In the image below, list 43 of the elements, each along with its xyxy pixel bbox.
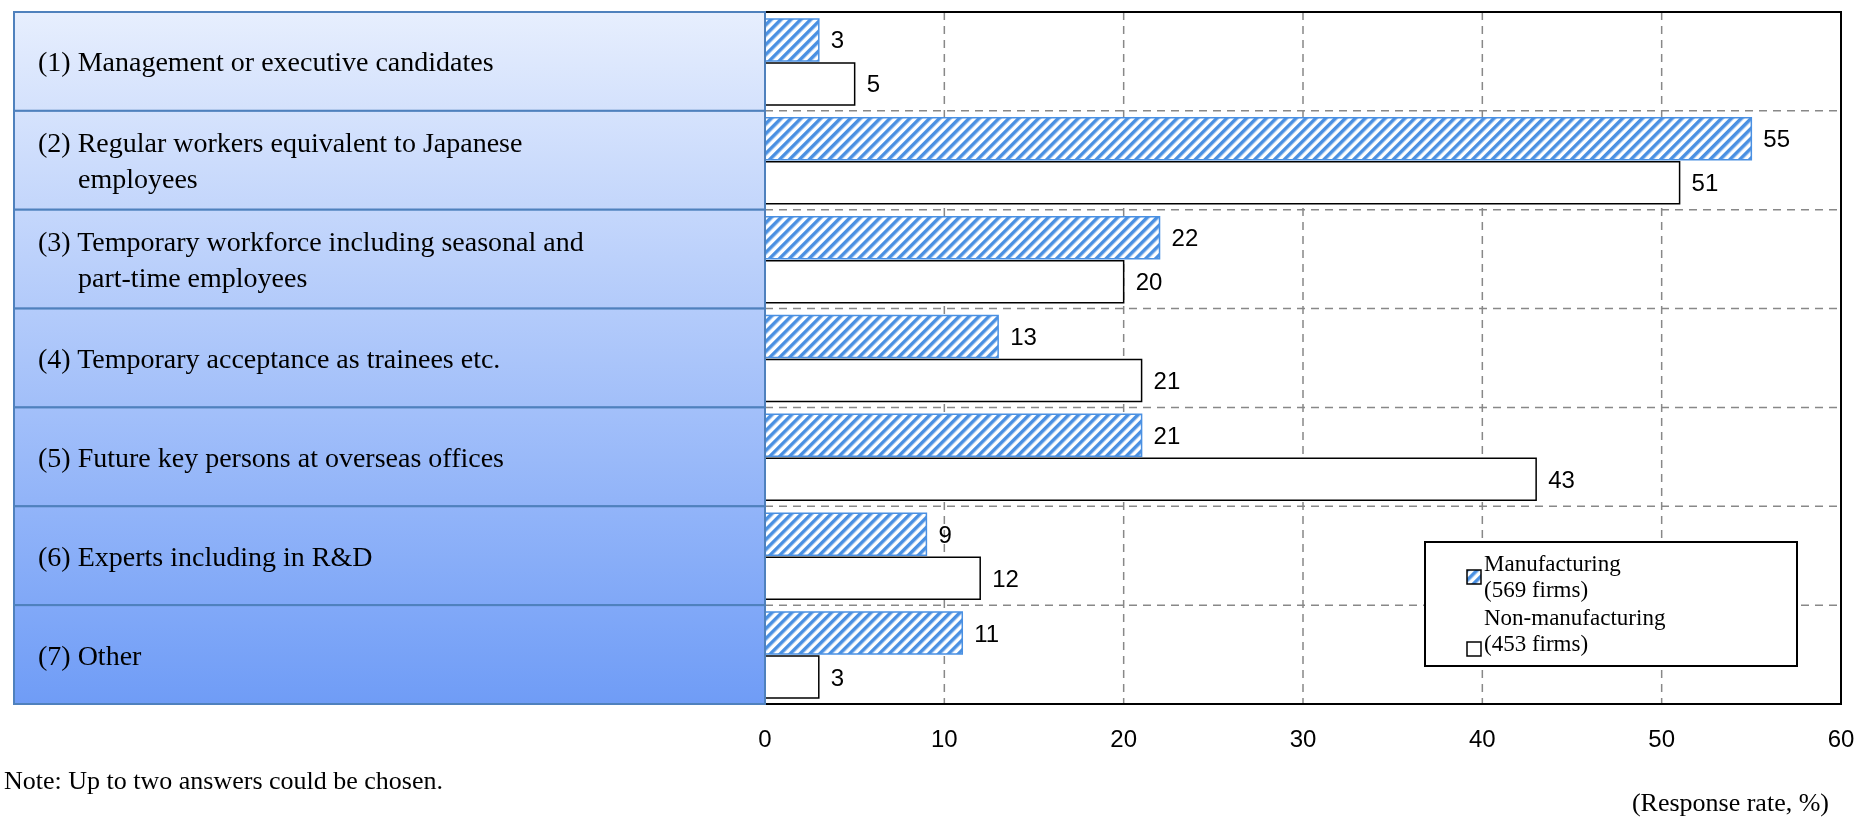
data-label: 12 [992, 564, 1019, 592]
bar [765, 215, 1161, 260]
x-tick-label: 50 [1648, 725, 1676, 753]
data-label: 5 [866, 70, 881, 98]
y-tick-label: (2) Regular workers equivalent to Japanese employees [38, 126, 523, 194]
x-tick-label: 0 [758, 725, 772, 753]
bar [765, 512, 928, 556]
legend-label: Manufacturing (569 firms) [1484, 551, 1621, 603]
x-tick-label: 60 [1827, 725, 1855, 753]
y-tick-label: (5) Future key persons at overseas offices [38, 441, 505, 473]
y-tick-label: (3) Temporary workforce including seasonal and part-time employees [38, 225, 584, 293]
bar [765, 556, 981, 600]
x-tick-label: 30 [1289, 725, 1317, 753]
data-label: 13 [1010, 323, 1037, 351]
data-label: 9 [938, 520, 952, 548]
bar [765, 18, 820, 62]
data-label: 22 [1171, 224, 1199, 252]
y-tick-label: (6) Experts including in R&D [38, 540, 373, 572]
bar [765, 611, 964, 655]
bar [765, 62, 856, 106]
data-label: 3 [830, 26, 845, 54]
data-label: 20 [1135, 268, 1163, 296]
data-label: 21 [1153, 421, 1181, 449]
x-axis-title: (Response rate, %) [1631, 788, 1829, 818]
data-label: 11 [974, 619, 1000, 647]
data-label: 3 [830, 663, 845, 691]
data-label: 43 [1548, 465, 1575, 493]
bar [765, 314, 999, 359]
data-label: 21 [1153, 367, 1181, 395]
y-tick-label: (1) Management or executive candidates [38, 45, 494, 77]
bar [765, 413, 1143, 458]
x-tick-label: 10 [930, 725, 958, 753]
text: Non-manufacturing (453 firms) [1484, 605, 1666, 656]
bar [765, 358, 1143, 403]
data-label: 51 [1691, 169, 1719, 197]
bar [765, 259, 1125, 304]
x-tick-label: 40 [1468, 725, 1496, 753]
text: Note: Up to two answers could be chosen. [4, 766, 444, 796]
y-tick-label: (4) Temporary acceptance as trainees etc. [38, 342, 501, 374]
y-tick-label: (7) Other [38, 639, 143, 671]
x-tick-label: 20 [1110, 725, 1138, 753]
bar [765, 655, 820, 699]
data-label: 55 [1763, 125, 1791, 153]
